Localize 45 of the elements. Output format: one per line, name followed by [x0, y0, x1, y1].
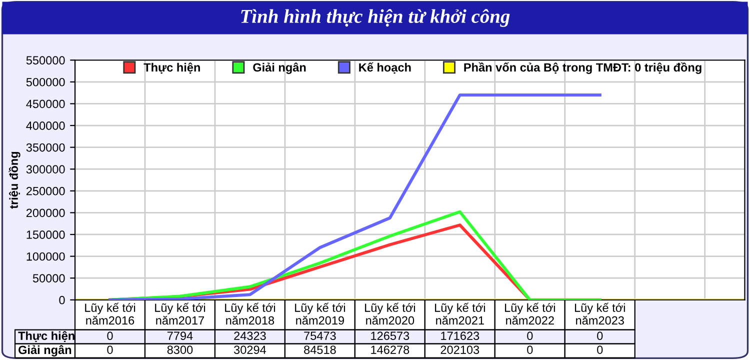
data-label: 171623 — [441, 332, 480, 340]
x-tick-label: Lũy kế tới năm2016 — [85, 302, 136, 325]
data-label: 0 — [107, 332, 113, 340]
text: Giải ngân — [18, 345, 72, 356]
legend-label: Giải ngân — [253, 62, 306, 74]
y-tick-label: 0 — [59, 296, 65, 304]
y-tick-label: 150000 — [26, 230, 65, 239]
y-tick-label: 450000 — [26, 100, 65, 108]
legend-label: Thực hiện — [144, 62, 200, 74]
y-tick-label: 50000 — [32, 274, 65, 282]
data-label: 0 — [597, 332, 603, 340]
legend-label: Kế hoạch — [359, 62, 411, 74]
data-label: 0 — [107, 346, 113, 354]
y-tick-label: 100000 — [26, 252, 65, 261]
y-tick-label: 300000 — [26, 165, 65, 174]
text: Thực hiện — [18, 331, 74, 342]
data-label: 202103 — [440, 346, 480, 354]
data-label: 0 — [597, 346, 603, 354]
line-series — [108, 93, 602, 300]
data-label: 0 — [527, 346, 533, 354]
y-tick-label: 350000 — [26, 143, 65, 152]
data-label: 24323 — [234, 332, 266, 340]
x-tick-label: Lũy kế tới năm2023 — [575, 302, 625, 325]
data-label: 84518 — [304, 346, 336, 354]
y-tick-label: 400000 — [26, 122, 65, 130]
data-label: 0 — [527, 332, 533, 340]
x-tick-label: Lũy kế tới năm2020 — [365, 302, 415, 325]
data-label: 8300 — [167, 346, 193, 354]
x-tick-label: Lũy kế tới năm2018 — [225, 302, 276, 325]
x-tick-label: Lũy kế tới năm2017 — [155, 302, 206, 325]
y-tick-label: 200000 — [26, 208, 65, 218]
data-label: 146278 — [371, 346, 410, 354]
y-tick-label: 550000 — [26, 56, 65, 65]
x-tick-label: Lũy kế tới năm2022 — [505, 302, 555, 325]
chart-title: Tình hình thực hiện từ khởi công — [241, 9, 510, 27]
y-tick-label: 500000 — [26, 78, 65, 86]
data-label: 126573 — [371, 332, 410, 340]
data-label: 7794 — [167, 332, 193, 340]
data-label: 30294 — [234, 346, 266, 354]
x-tick-label: Lũy kế tới năm2019 — [295, 302, 346, 325]
x-tick-label: Lũy kế tới năm2021 — [435, 302, 485, 325]
y-tick-label: 250000 — [26, 186, 65, 196]
legend-label: Phần vốn của Bộ trong TMĐT: 0 triệu đồng — [464, 62, 702, 74]
data-label: 75473 — [304, 332, 336, 340]
y-axis-title: triệu đồng — [8, 152, 20, 209]
